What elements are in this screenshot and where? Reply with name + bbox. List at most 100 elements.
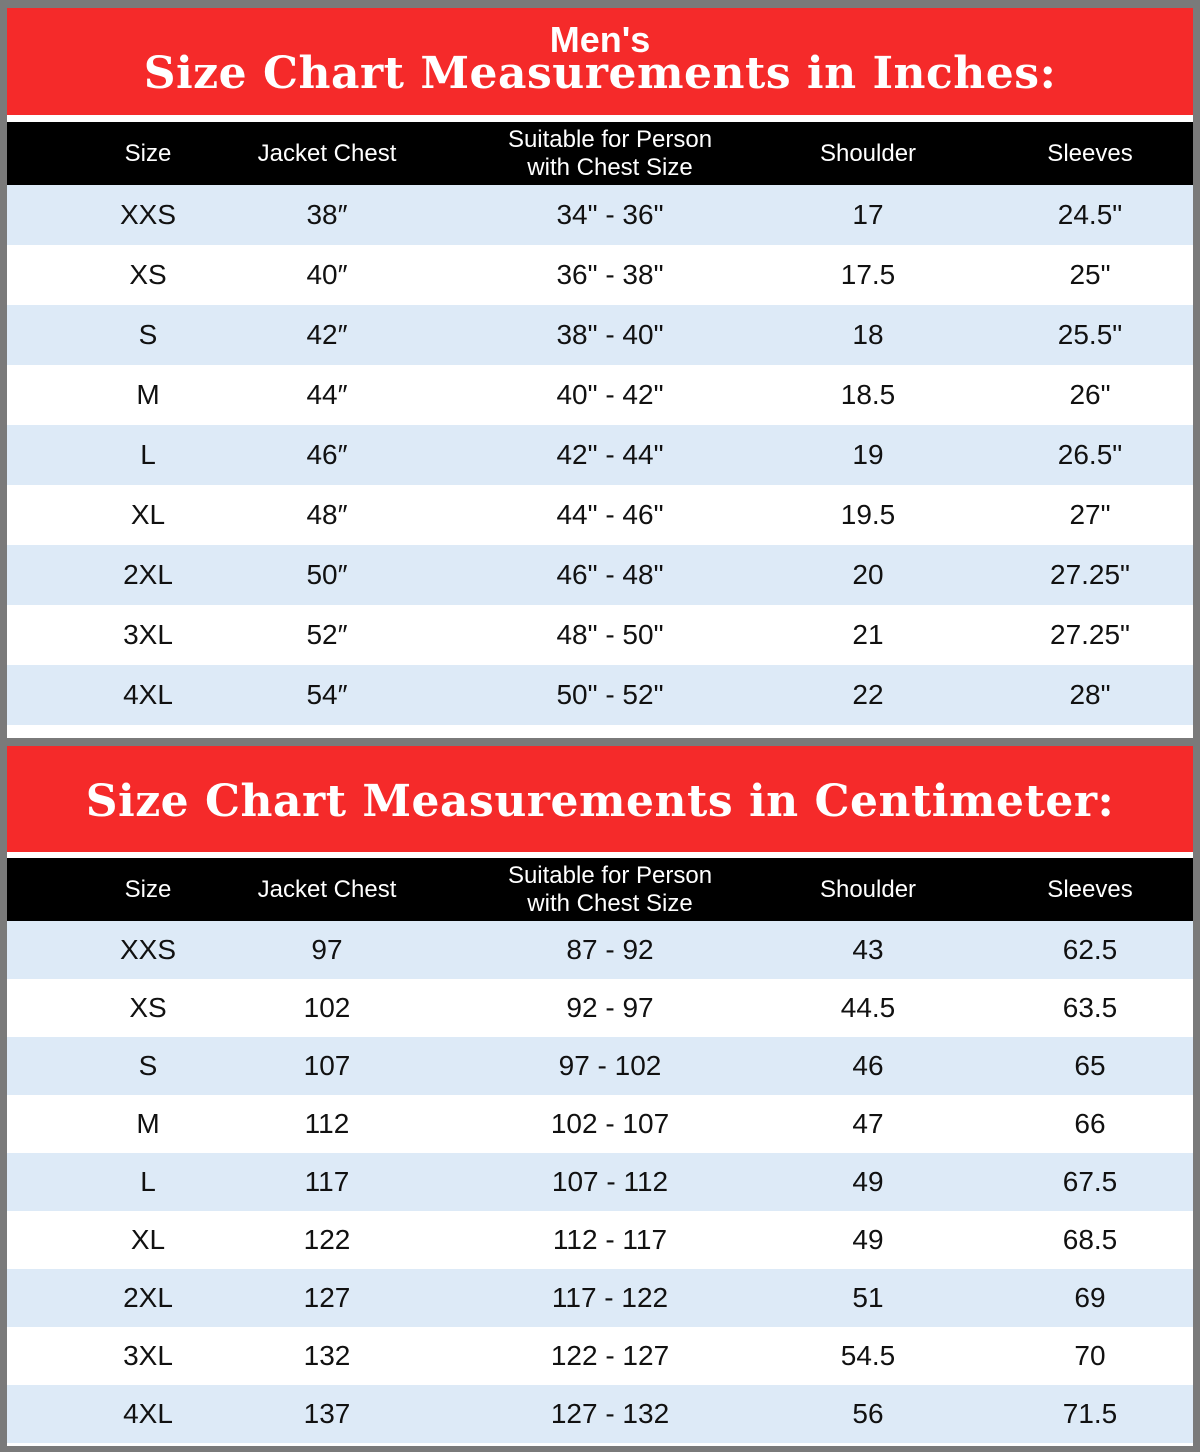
table-row: XL 122 112 - 117 49 68.5: [7, 1211, 1193, 1269]
table-row: L 46″ 42" - 44" 19 26.5": [7, 425, 1193, 485]
header-cell: Sleeves: [1047, 139, 1133, 167]
table-cell: 21: [852, 619, 884, 650]
table-cell: 69: [1074, 1282, 1106, 1313]
table-cell: 25": [1069, 259, 1111, 290]
table-cell: 112: [304, 1108, 350, 1139]
table-cell: 122: [303, 1224, 351, 1255]
table-row: XL 48″ 44" - 46" 19.5 27": [7, 485, 1193, 545]
table-cell: 137: [303, 1398, 351, 1429]
table-cell: 18: [852, 319, 884, 350]
table-cell: 38″: [306, 199, 348, 230]
table-cell: 44.5: [840, 992, 896, 1023]
table-cell: 132: [303, 1340, 351, 1371]
table-cell: 65: [1074, 1050, 1106, 1081]
table-row: XS 102 92 - 97 44.5 63.5: [7, 979, 1193, 1037]
header-cell: Size: [124, 139, 172, 167]
table-row: S 107 97 - 102 46 65: [7, 1037, 1193, 1095]
header-row: Size Jacket Chest Suitable for Person with…: [7, 858, 1193, 921]
table-cell: 24.5": [1057, 199, 1123, 230]
table-cell: M: [136, 1108, 160, 1139]
table-cell: 117: [304, 1166, 350, 1197]
table-cell: L: [140, 1166, 156, 1197]
table-cell: 19.5: [840, 499, 896, 530]
table-cell: 107: [303, 1050, 351, 1081]
table-cell: 38" - 40": [556, 319, 664, 350]
table-cell: 19: [852, 439, 884, 470]
table-cell: 34" - 36": [556, 199, 664, 230]
table-row: 3XL 132 122 - 127 54.5 70: [7, 1327, 1193, 1385]
table-cell: 97 - 102: [558, 1050, 662, 1081]
table-cell: XXS: [119, 934, 177, 965]
table-cell: 48" - 50": [556, 619, 664, 650]
table-cell: 46″: [306, 439, 348, 470]
table-cell: 36" - 38": [556, 259, 664, 290]
table-cell: 127: [303, 1282, 351, 1313]
table-cell: 27.25": [1049, 619, 1131, 650]
table-cell: 112 - 117: [552, 1224, 668, 1255]
header-row: Size Jacket Chest Suitable for Person with…: [7, 122, 1193, 185]
header-cell: Shoulder: [819, 139, 917, 167]
table-cell: XS: [129, 992, 167, 1023]
table-cell: S: [138, 319, 158, 350]
table-cell: 122 - 127: [550, 1340, 670, 1371]
table-cell: 52″: [306, 619, 348, 650]
table-cell: 66: [1074, 1108, 1106, 1139]
table-cell: 127 - 132: [550, 1398, 670, 1429]
header-cell: Suitable for Person with Chest Size: [507, 125, 713, 181]
table-row: 4XL 54″ 50" - 52" 22 28": [7, 665, 1193, 725]
table-cell: 4XL: [123, 679, 173, 710]
table-cell: 54″: [306, 679, 348, 710]
table-cell: 50″: [306, 559, 348, 590]
table-cell: 67.5: [1062, 1166, 1118, 1197]
header-cell: Sleeves: [1047, 875, 1133, 903]
table-cell: 46: [852, 1050, 884, 1081]
cm-section: Size Chart Measurements in Centimeter: S…: [7, 746, 1193, 1446]
table-row: L 117 107 - 112 49 67.5: [7, 1153, 1193, 1211]
header-cell: Jacket Chest: [257, 139, 397, 167]
table-cell: S: [138, 1050, 158, 1081]
table-cell: 20: [852, 559, 884, 590]
table-row: XXS 38″ 34" - 36" 17 24.5": [7, 185, 1193, 245]
title: Size Chart Measurements in Centimeter:: [85, 776, 1115, 827]
table-cell: 17.5: [840, 259, 896, 290]
table-cell: 70: [1074, 1340, 1106, 1371]
table-cell: 25.5": [1057, 319, 1123, 350]
title: Size Chart Measurements in Inches:: [143, 48, 1057, 99]
header-cell: Shoulder: [819, 875, 917, 903]
banner: Size Chart Measurements in Centimeter:: [7, 746, 1193, 852]
table-cell: 40" - 42": [556, 379, 664, 410]
table-cell: 18.5: [840, 379, 896, 410]
table-cell: 63.5: [1062, 992, 1118, 1023]
table-cell: 117 - 122: [551, 1282, 669, 1313]
table-cell: 42″: [306, 319, 348, 350]
table-cell: 62.5: [1062, 934, 1118, 965]
table-cell: 97: [311, 934, 343, 965]
table-cell: 3XL: [123, 619, 173, 650]
table-cell: XL: [130, 499, 166, 530]
table-cell: 4XL: [123, 1398, 173, 1429]
banner: Men's Size Chart Measurements in Inches:: [7, 8, 1193, 115]
table-row: M 44″ 40" - 42" 18.5 26": [7, 365, 1193, 425]
table-cell: 107 - 112: [551, 1166, 669, 1197]
table-cell: 22: [852, 679, 884, 710]
table-cell: 27.25": [1049, 559, 1131, 590]
table-cell: 87 - 92: [566, 934, 654, 965]
table-row: 4XL 137 127 - 132 56 71.5: [7, 1385, 1193, 1443]
table-cell: XXS: [119, 199, 177, 230]
table-cell: 42" - 44": [556, 439, 664, 470]
table-cell: 47: [852, 1108, 884, 1139]
table-cell: L: [140, 439, 156, 470]
table-cell: 28": [1069, 679, 1111, 710]
table-row: XXS 97 87 - 92 43 62.5: [7, 921, 1193, 979]
table-cell: 102: [303, 992, 351, 1023]
table-cell: 17: [852, 199, 884, 230]
table-cell: 27": [1069, 499, 1111, 530]
table-cell: 102 - 107: [550, 1108, 670, 1139]
table-cell: 54.5: [840, 1340, 896, 1371]
table-cell: 26.5": [1057, 439, 1123, 470]
table-cell: XL: [130, 1224, 166, 1255]
table-cell: 51: [852, 1282, 884, 1313]
header-cell: Size: [124, 875, 172, 903]
table-row: M 112 102 - 107 47 66: [7, 1095, 1193, 1153]
